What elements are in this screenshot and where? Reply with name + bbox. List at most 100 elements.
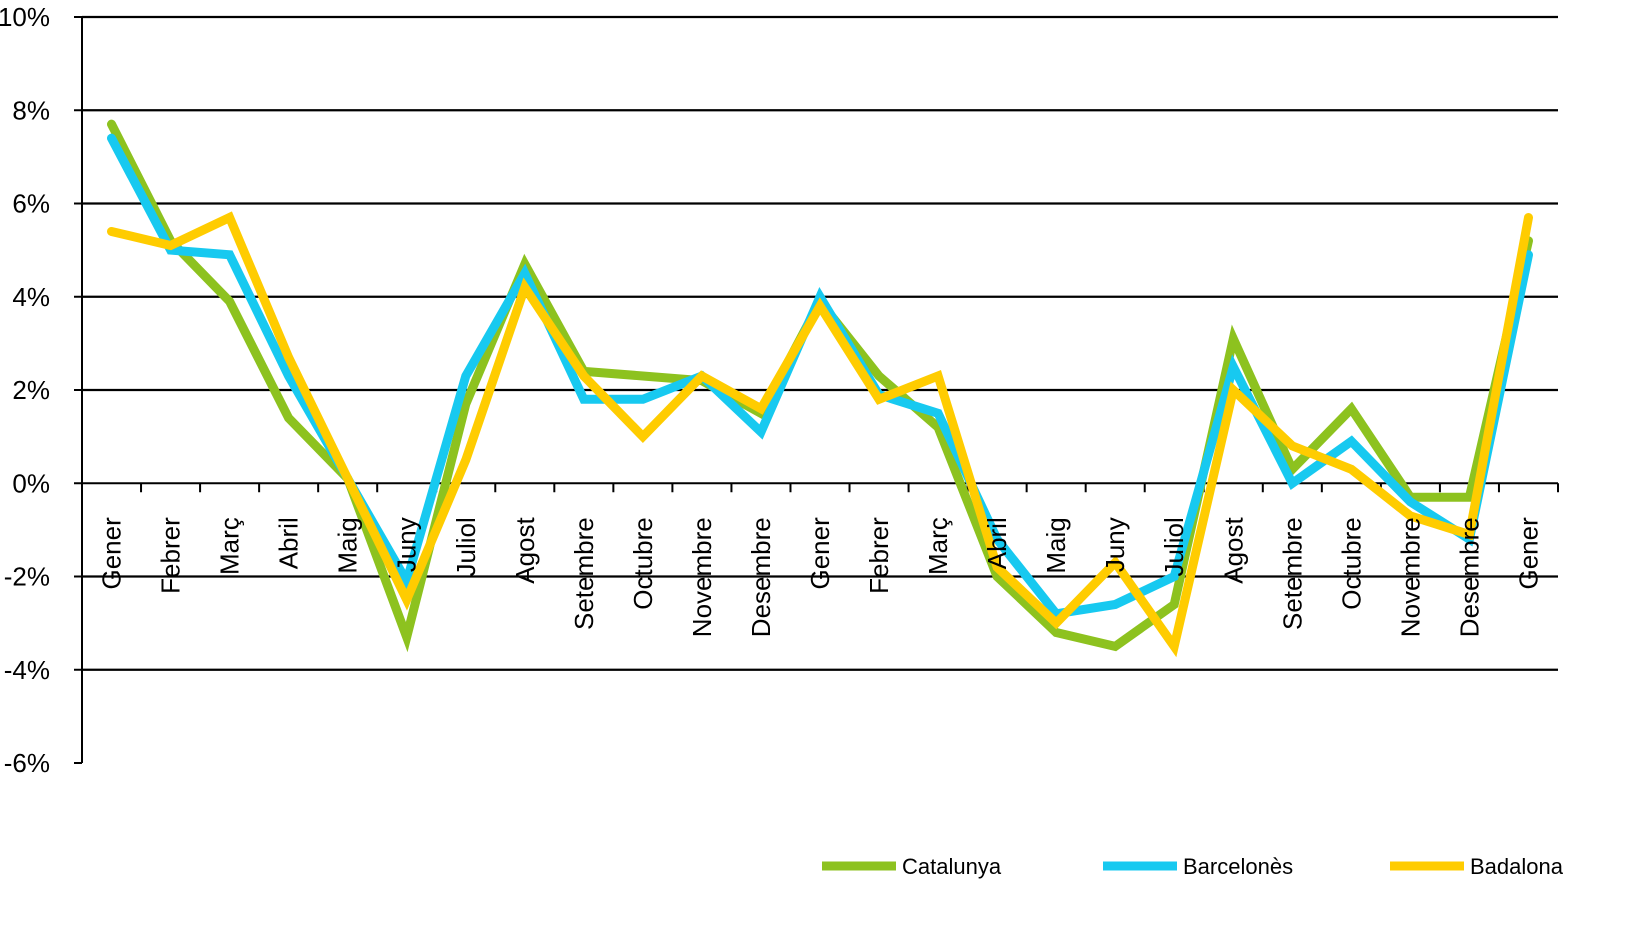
y-tick-label: 10% [0,2,50,32]
x-tick-label: Agost [510,516,540,583]
x-tick-label: Juny [392,517,422,572]
data-point [819,305,821,308]
x-tick-label: Maig [1041,517,1071,573]
legend: Catalunya Barcelonès Badalona [822,854,1564,879]
data-point [1527,216,1530,219]
data-point [1291,468,1294,471]
data-point [1173,575,1176,578]
axes [81,17,1558,763]
x-tick-label: Gener [1513,517,1543,590]
x-tick-label: Març [923,517,953,575]
x-tick-label: Abril [982,517,1012,569]
data-point [700,375,703,378]
data-point [996,538,999,541]
x-axis-labels: Gener Febrer Març Abril Maig Juny Juliol Agost S… [97,516,1544,637]
data-point [937,375,940,378]
data-point [1055,622,1058,625]
data-point [169,244,172,247]
x-tick-label: Març [215,517,245,575]
data-point [878,398,881,401]
data-point [1409,500,1412,503]
x-tick-label: Gener [97,517,127,590]
data-point [819,295,821,298]
x-tick-label: Desembre [746,517,776,637]
y-axis-ticks: 10% 8% 6% 4% 2% 0% -2% -4% -6% [0,2,82,778]
data-point [1468,533,1471,536]
data-point [464,375,467,378]
data-point [937,426,940,429]
y-tick-label: 4% [12,282,50,312]
x-tick-label: Octubre [1336,517,1366,610]
data-point [110,230,113,233]
data-point [523,272,526,275]
y-tick-label: -4% [4,655,50,685]
x-axis-ticks [81,483,1559,493]
data-point [228,253,231,256]
series-lines [107,119,1533,658]
x-tick-label: Agost [1218,516,1248,583]
data-point [228,300,231,303]
data-point [228,216,231,219]
data-point [464,402,467,405]
x-tick-label: Novembre [1395,517,1425,637]
gridlines [82,15,1558,671]
data-point [1232,337,1235,340]
x-tick-label: Desembre [1454,517,1484,637]
data-point [110,123,113,126]
data-point [1291,444,1294,447]
x-tick-label: Maig [333,517,363,573]
data-point [1468,496,1471,499]
data-point [1114,603,1117,606]
data-point [1055,612,1058,615]
data-point [1350,407,1353,410]
data-point [287,375,290,378]
x-tick-label: Novembre [687,517,717,637]
data-point [110,137,113,140]
y-tick-label: 8% [12,95,50,125]
data-point [1055,631,1058,634]
x-tick-label: Juliol [451,517,481,576]
x-tick-label: Febrer [864,517,894,594]
x-tick-label: Juny [1100,517,1130,572]
legend-label: Catalunya [902,854,1002,879]
data-point [1173,645,1176,648]
data-point [464,458,467,461]
data-point [1114,561,1117,564]
y-tick-label: 6% [12,189,50,219]
data-point [405,580,408,583]
x-tick-label: Febrer [156,517,186,594]
data-point [878,375,881,378]
data-point [582,398,585,401]
x-tick-label: Octubre [628,517,658,610]
data-point [1409,514,1412,517]
data-point [287,416,290,419]
data-point [405,598,408,601]
y-tick-label: 2% [12,375,50,405]
x-tick-label: Setembre [569,517,599,630]
data-point [759,407,762,410]
data-point [1527,253,1530,256]
data-point [996,566,999,569]
data-point [1232,365,1235,368]
data-point [523,286,526,289]
data-point [287,356,290,359]
data-point [1350,468,1353,471]
data-point [1232,389,1235,391]
data-point [1350,440,1353,443]
data-point [1173,603,1176,606]
data-point [937,412,940,415]
data-point [405,636,408,639]
y-tick-label: -6% [4,748,50,778]
data-point [996,575,999,578]
data-point [641,435,644,438]
data-point [641,375,644,378]
data-point [582,375,585,378]
data-point [346,477,349,480]
y-tick-label: 0% [12,468,50,498]
x-tick-label: Setembre [1277,517,1307,630]
data-point [1114,645,1117,648]
y-tick-label: -2% [4,562,50,592]
x-tick-label: Juliol [1159,517,1189,576]
data-point [1291,482,1294,485]
